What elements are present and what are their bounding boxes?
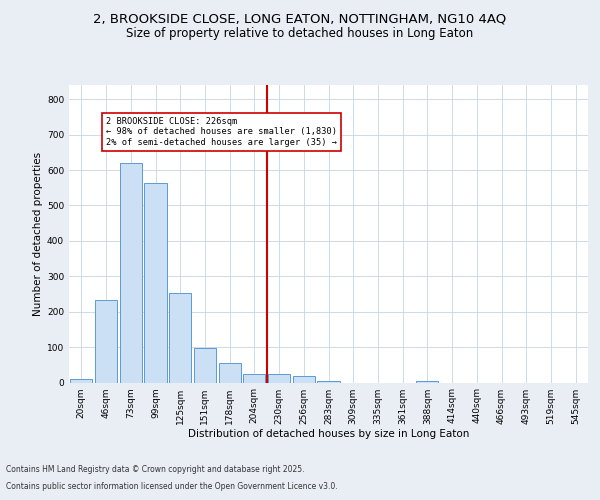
Bar [194,348,216,382]
Bar [218,363,241,382]
Bar [70,379,92,382]
Bar [119,163,142,382]
Bar [416,380,439,382]
Text: Contains public sector information licensed under the Open Government Licence v3: Contains public sector information licen… [6,482,338,491]
Text: 2 BROOKSIDE CLOSE: 226sqm
← 98% of detached houses are smaller (1,830)
2% of sem: 2 BROOKSIDE CLOSE: 226sqm ← 98% of detac… [106,117,337,146]
Text: Contains HM Land Registry data © Crown copyright and database right 2025.: Contains HM Land Registry data © Crown c… [6,465,305,474]
Text: 2, BROOKSIDE CLOSE, LONG EATON, NOTTINGHAM, NG10 4AQ: 2, BROOKSIDE CLOSE, LONG EATON, NOTTINGH… [94,12,506,26]
Bar [95,300,117,382]
Bar [243,374,265,382]
Bar [293,376,315,382]
Bar [268,374,290,382]
Bar [317,380,340,382]
X-axis label: Distribution of detached houses by size in Long Eaton: Distribution of detached houses by size … [188,430,469,440]
Bar [169,293,191,382]
Y-axis label: Number of detached properties: Number of detached properties [33,152,43,316]
Bar [145,184,167,382]
Text: Size of property relative to detached houses in Long Eaton: Size of property relative to detached ho… [127,28,473,40]
